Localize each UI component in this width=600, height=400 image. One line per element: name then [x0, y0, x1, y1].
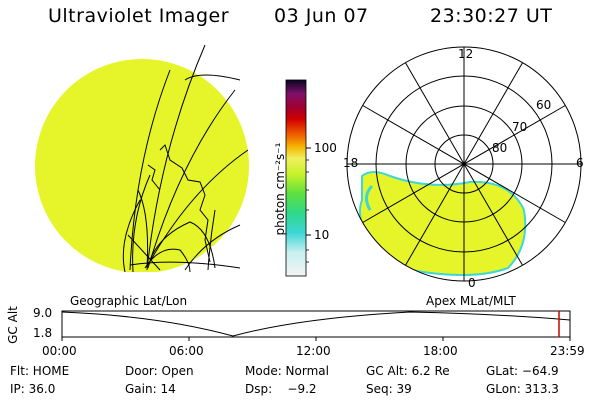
altitude-plot	[61, 310, 571, 341]
date-label: 03 Jun 07	[274, 5, 369, 27]
status-mode: Mode: Normal	[245, 364, 329, 378]
lat-label-60: 60	[536, 98, 552, 112]
mlt-label-12: 12	[458, 47, 474, 61]
xtick-1800: 18:00	[423, 344, 458, 358]
altitude-ytick-min: 1.8	[33, 326, 53, 340]
altitude-ytick-max: 9.0	[33, 306, 53, 320]
colorbar-unit-label: photon cm⁻²s⁻¹	[273, 142, 287, 236]
xtick-0600: 06:00	[169, 344, 204, 358]
status-sequence: Seq: 39	[366, 382, 412, 396]
mlt-label-0: 0	[468, 276, 476, 290]
mlt-label-18: 18	[343, 156, 359, 170]
status-geo-latitude: GLat: −64.9	[486, 364, 559, 378]
coastline-and-grid	[122, 44, 249, 273]
left-panel-label: Geographic Lat/Lon	[70, 294, 188, 308]
lat-label-70: 70	[512, 120, 528, 134]
colorbar-tick-100: 100	[314, 141, 337, 155]
colorbar-tick-10: 10	[314, 228, 330, 242]
status-gc-altitude: GC Alt: 6.2 Re	[366, 364, 450, 378]
mlt-label-6: 6	[576, 156, 584, 170]
altitude-curve	[61, 311, 571, 337]
color-scale-bar	[285, 79, 311, 277]
status-dsp: Dsp: −9.2	[245, 382, 317, 396]
altitude-ylabel: GC Alt	[6, 306, 20, 344]
instrument-title: Ultraviolet Imager	[48, 5, 230, 27]
lat-label-80: 80	[492, 141, 508, 155]
xtick-1200: 12:00	[296, 344, 331, 358]
time-label: 23:30:27 UT	[430, 5, 553, 27]
auroral-oval	[359, 171, 527, 276]
geographic-map	[35, 44, 255, 280]
status-ip: IP: 36.0	[10, 382, 56, 396]
status-door: Door: Open	[125, 364, 194, 378]
right-panel-label: Apex MLat/MLT	[426, 294, 516, 308]
status-gain: Gain: 14	[125, 382, 176, 396]
status-flight: Flt: HOME	[10, 364, 70, 378]
xtick-2359: 23:59	[550, 344, 585, 358]
xtick-0000: 00:00	[42, 344, 77, 358]
polar-map	[346, 46, 582, 282]
status-geo-longitude: GLon: 313.3	[486, 382, 559, 396]
